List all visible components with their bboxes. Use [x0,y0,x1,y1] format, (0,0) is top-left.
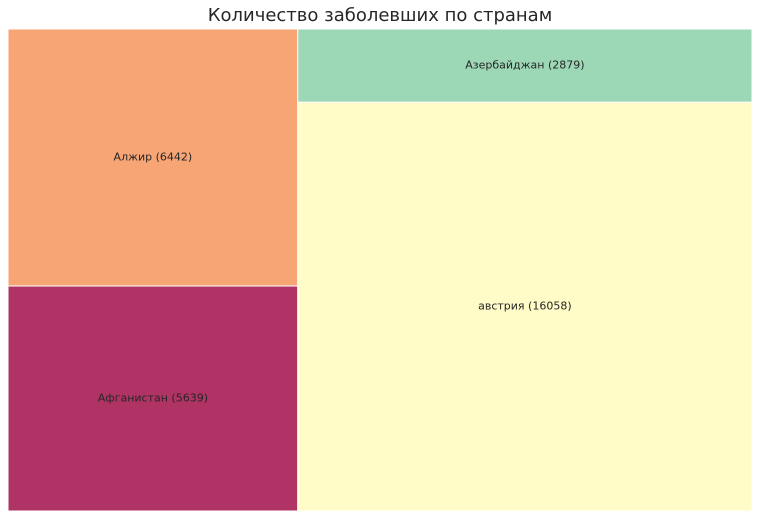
treemap-tile-1 [7,285,299,512]
treemap-tile-label-2: Азербайджан (2879) [465,59,584,72]
treemap-tile-3 [297,101,753,512]
chart-title: Количество заболевших по странам [207,5,553,26]
treemap-tile-label-0: Алжир (6442) [114,151,193,164]
treemap-tile-2 [297,28,753,103]
treemap-tile-label-1: Афганистан (5639) [98,392,208,405]
treemap-tile-label-3: австрия (16058) [478,300,572,313]
